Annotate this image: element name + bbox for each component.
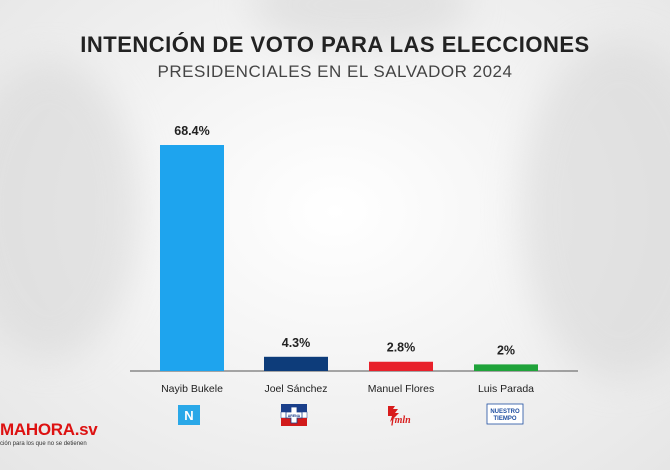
svg-text:ARENA: ARENA [288, 414, 301, 418]
brand-tagline: ción para los que no se detienen [0, 441, 87, 447]
value-label: 2.8% [387, 341, 416, 355]
svg-text:TIEMPO: TIEMPO [493, 416, 516, 422]
svg-text:N: N [184, 408, 193, 423]
nuevas-ideas-logo: N [178, 405, 200, 425]
bar-joel-sanchez [264, 356, 328, 371]
value-label: 2% [497, 343, 515, 357]
category-label: Luis Parada [478, 383, 534, 395]
category-label: Joel Sánchez [264, 383, 327, 395]
background-blur-shape [520, 40, 670, 380]
value-label: 68.4% [174, 124, 209, 138]
brand-logo: MAHORA.sv [0, 420, 98, 439]
svg-text:fmln: fmln [391, 415, 411, 426]
chart-subtitle: PRESIDENCIALES EN EL SALVADOR 2024 [157, 62, 513, 81]
background-blur-shape [0, 60, 140, 360]
chart-title: INTENCIÓN DE VOTO PARA LAS ELECCIONES [80, 32, 590, 57]
bar-manuel-flores [369, 361, 433, 371]
arena-logo: ARENA [280, 404, 308, 426]
nuestro-tiempo-logo: NUESTRO TIEMPO [486, 403, 524, 425]
fmln-logo: fmln [388, 406, 411, 426]
bar-luis-parada [474, 364, 538, 371]
category-label: Manuel Flores [368, 383, 435, 395]
bar-nayib-bukele [160, 145, 224, 371]
svg-text:NUESTRO: NUESTRO [490, 409, 520, 415]
category-label: Nayib Bukele [161, 383, 223, 395]
value-label: 4.3% [282, 336, 311, 350]
